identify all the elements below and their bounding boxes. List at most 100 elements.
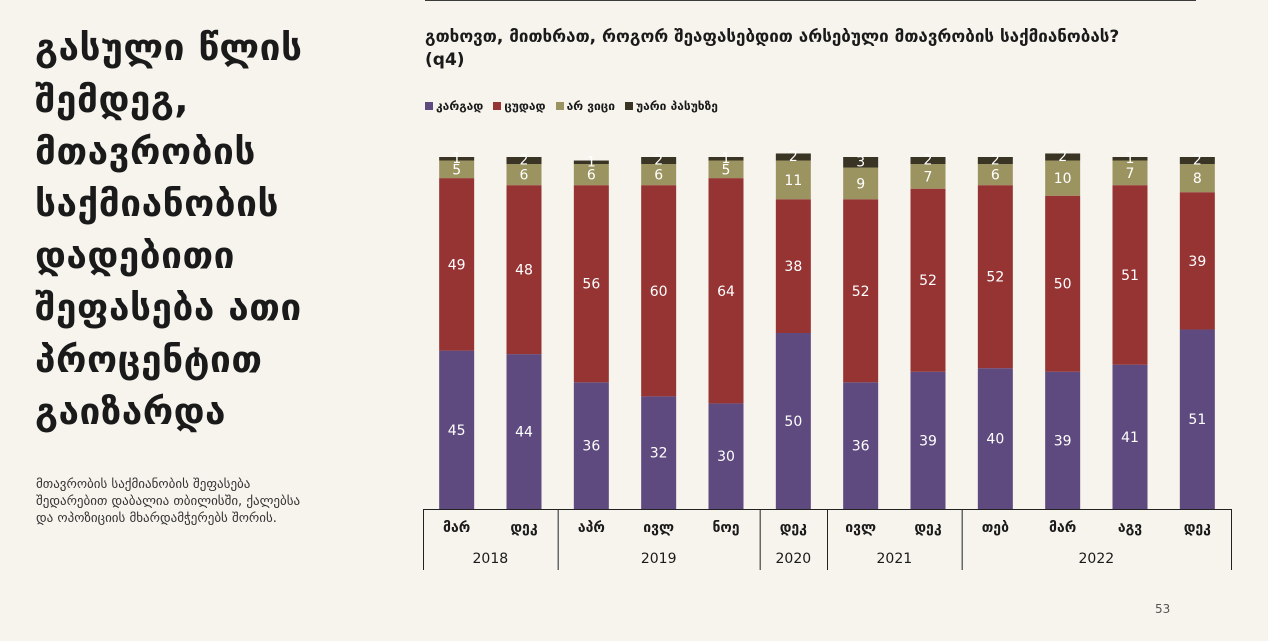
data-label: 1 [722,151,731,167]
bar-segment [977,157,1013,165]
bar-segment [1179,157,1215,165]
data-label: 36 [852,439,870,455]
bar-segment [910,164,946,189]
data-label: 7 [1126,166,1135,182]
year-label: 2020 [776,551,812,567]
legend-label: უარი პასუხზე [636,99,718,113]
data-label: 50 [784,414,802,430]
bar-segment [708,178,744,404]
legend-item-dont-know: არ ვიცი [555,99,616,113]
bar-segment [439,178,475,351]
x-tick-label: თებ [982,520,1009,536]
data-label: 6 [654,168,663,184]
bar-segment [977,185,1013,369]
data-label: 9 [856,176,865,192]
slide-description: მთავრობის საქმიანობის შეფასება შედარებით… [36,477,301,526]
data-label: 2 [924,153,933,169]
year-label: 2018 [473,551,509,567]
bar-segment [641,185,677,397]
x-tick-label: აგვ [1118,520,1142,536]
bar-segment [1112,157,1148,161]
data-label: 51 [1121,268,1139,284]
data-label: 41 [1121,430,1139,446]
bar-segment [843,199,879,383]
legend-label: არ ვიცი [566,99,616,113]
bar-segment [708,160,744,179]
year-label: 2022 [1079,551,1115,567]
bar-segment [506,185,542,355]
bar-segment [573,185,609,383]
data-label: 6 [520,168,529,184]
bar-segment [1179,329,1215,509]
data-label: 48 [515,263,533,279]
bar-segment [641,157,677,165]
data-label: 2 [654,153,663,169]
bar-segment [439,160,475,179]
bar-segment [910,157,946,165]
bar-segment [775,160,811,200]
bar-segment [708,157,744,161]
data-label: 56 [582,277,600,293]
bar-segment [506,164,542,186]
bar-segment [573,382,609,509]
data-label: 2 [1058,149,1067,165]
page-number: 53 [1155,602,1171,616]
data-label: 1 [1126,151,1135,167]
bar-segment [439,350,475,509]
data-label: 39 [919,433,937,449]
data-label: 40 [986,432,1004,448]
legend-swatch [493,102,502,110]
data-label: 52 [852,284,870,300]
x-tick-label: აპრ [578,520,605,536]
bar-segment [1112,185,1148,365]
bar-segment [843,157,879,168]
x-tick-label: ივლ [845,520,876,536]
data-label: 64 [717,284,735,300]
data-label: 5 [452,162,461,178]
bar-segment [775,153,811,161]
data-label: 2 [520,153,529,169]
data-label: 6 [991,168,1000,184]
data-label: 2 [789,149,798,165]
data-label: 51 [1188,412,1206,428]
bar-segment [708,403,744,509]
data-label: 30 [717,449,735,465]
year-label: 2019 [641,551,677,567]
bar-segment [910,188,946,372]
legend-item-good: კარგად [425,99,483,113]
bar-segment [1045,195,1081,372]
x-tick-label: დეკ [1184,520,1211,536]
x-tick-label: მარ [443,520,470,536]
data-label: 38 [784,259,802,275]
bar-segment [775,199,811,333]
legend-label: კარგად [436,99,484,113]
slide-headline: გასული წლის შემდეგ, მთავრობის საქმიანობი… [35,26,303,433]
data-label: 11 [784,173,802,189]
data-label: 2 [1193,153,1202,169]
bar-segment [1045,160,1081,196]
x-tick-label: დეკ [780,520,807,536]
data-label: 52 [919,273,937,289]
data-label: 7 [924,169,933,185]
legend-swatch [625,102,634,110]
data-label: 60 [650,284,668,300]
data-label: 50 [1054,277,1072,293]
data-label: 3 [856,154,865,170]
chart-title: გთხოვთ, მითხრათ, როგორ შეაფასებდით არსებ… [425,27,1120,70]
data-label: 36 [582,439,600,455]
bar-segment [573,160,609,165]
legend-label: ცუდად [504,99,546,113]
x-tick-label: ივლ [643,520,674,536]
bar-segment [439,157,475,161]
data-label: 6 [587,168,596,184]
bar-segment [843,167,879,200]
data-label: 45 [448,423,466,439]
legend-swatch [555,102,564,110]
x-tick-label: დეკ [510,520,537,536]
data-label: 1 [452,151,461,167]
bar-segment [977,368,1013,509]
bar-segment [843,382,879,509]
legend-swatch [425,102,433,110]
bar-segment [1112,364,1148,509]
x-tick-label: ნოე [712,520,739,536]
